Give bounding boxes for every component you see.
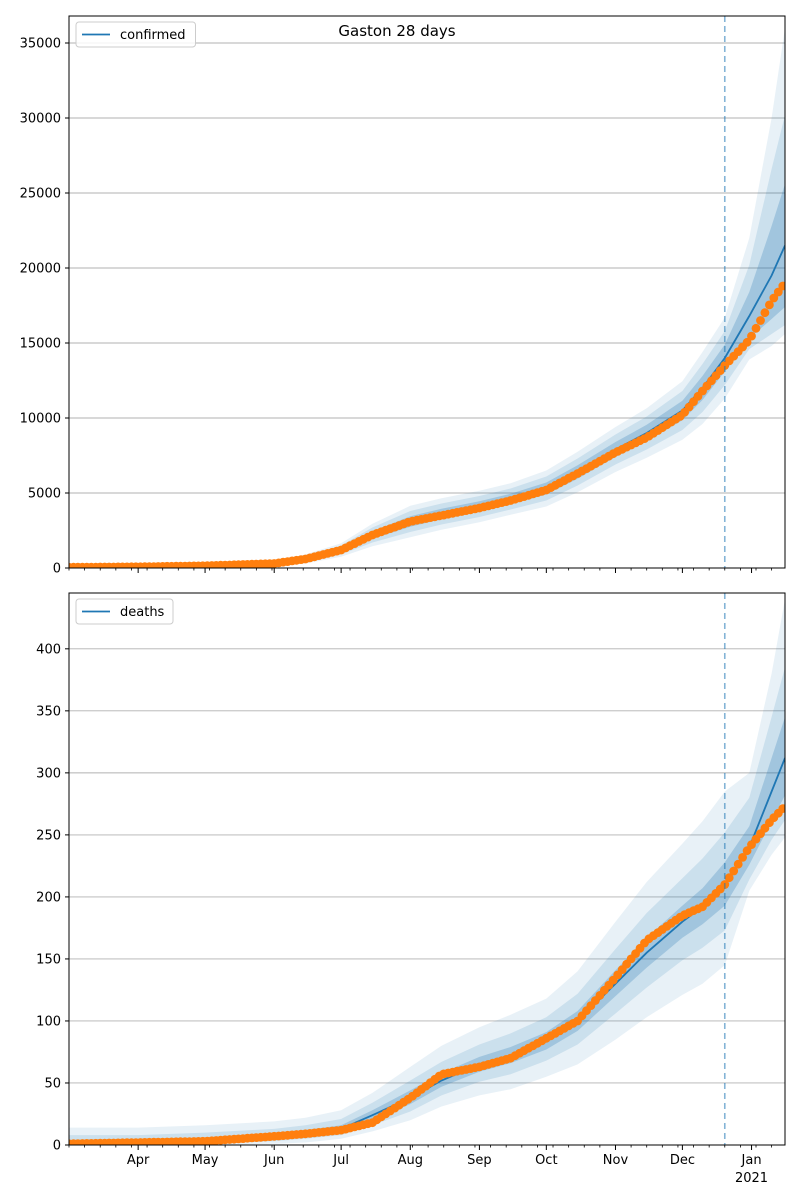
plot-area bbox=[69, 593, 785, 1145]
legend: deaths bbox=[75, 598, 174, 625]
observed-point bbox=[765, 300, 774, 310]
x-tick-label: Apr bbox=[127, 1153, 150, 1168]
y-tick-label: 30000 bbox=[20, 112, 61, 127]
y-tick-label: 100 bbox=[36, 1014, 61, 1029]
observed-point bbox=[747, 331, 756, 341]
legend-box bbox=[75, 598, 174, 625]
y-tick-label: 5000 bbox=[28, 487, 61, 502]
x-tick-label: Nov bbox=[603, 1153, 629, 1168]
observed-point bbox=[738, 853, 747, 862]
confirmed-panel: 0 5000 10000 15000 20000 25000 30000 35000 confi… bbox=[20, 15, 786, 577]
x-tick-label: Jan bbox=[741, 1153, 762, 1168]
x-tick-label: Oct bbox=[535, 1153, 557, 1168]
y-tick-label: 10000 bbox=[20, 412, 61, 427]
y-tick-label: 25000 bbox=[20, 187, 61, 202]
y-tick-label: 15000 bbox=[20, 337, 61, 352]
observed-point bbox=[769, 293, 779, 303]
observed-point bbox=[778, 804, 785, 813]
chart-title: Gaston 28 days bbox=[338, 22, 455, 40]
legend-label: confirmed bbox=[120, 28, 186, 43]
x-tick-label: Dec bbox=[670, 1153, 695, 1168]
y-tick-label: 200 bbox=[36, 890, 61, 905]
x-tick-label: Sep bbox=[467, 1153, 492, 1168]
y-tick-label: 400 bbox=[36, 642, 61, 657]
y-tick-label: 50 bbox=[44, 1076, 61, 1091]
x-tick-label: Aug bbox=[398, 1153, 423, 1168]
observed-point bbox=[773, 287, 783, 297]
x-tick-label: May bbox=[192, 1153, 219, 1168]
observed-point bbox=[751, 323, 761, 333]
y-tick-label: 0 bbox=[53, 1139, 61, 1154]
legend-box bbox=[75, 21, 196, 48]
x-tick-sublabel: 2021 bbox=[735, 1171, 768, 1186]
legend: confirmed bbox=[75, 21, 196, 48]
y-tick-label: 300 bbox=[36, 766, 61, 781]
y-tick-label: 250 bbox=[36, 828, 61, 843]
observed-point bbox=[742, 337, 752, 347]
axes-frame bbox=[68, 15, 786, 569]
y-tick-label: 350 bbox=[36, 704, 61, 719]
y-tick-label: 20000 bbox=[20, 262, 61, 277]
uncertainty-band bbox=[69, 599, 785, 1145]
axes-frame bbox=[68, 592, 786, 1146]
observed-point bbox=[724, 873, 734, 883]
legend-label: deaths bbox=[120, 605, 165, 620]
observed-point bbox=[760, 308, 770, 318]
x-tick-label: Jul bbox=[332, 1153, 349, 1168]
observed-point bbox=[733, 859, 743, 869]
y-tick-label: 35000 bbox=[20, 37, 61, 52]
observed-point bbox=[729, 866, 739, 876]
y-tick-label: 150 bbox=[36, 952, 61, 967]
observed-point bbox=[742, 846, 752, 856]
y-tick-label: 0 bbox=[53, 562, 61, 577]
observed-point bbox=[778, 281, 785, 291]
x-tick-label: Jun bbox=[263, 1153, 284, 1168]
plot-area bbox=[69, 16, 785, 568]
observed-point bbox=[756, 316, 765, 325]
deaths-panel: 0 50 100 150 200 250 300 350 400 Apr May Jun Jul Aug S… bbox=[36, 592, 786, 1186]
